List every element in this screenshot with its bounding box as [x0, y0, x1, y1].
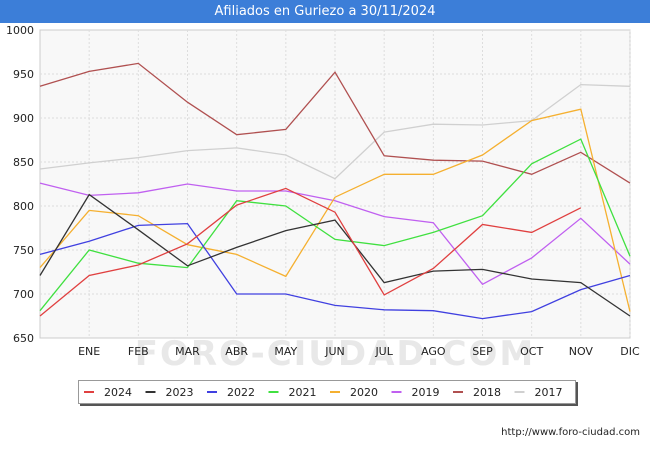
x-tick-label: ABR: [225, 345, 248, 358]
y-tick-label: 1000: [6, 24, 34, 37]
series-line-2023: [39, 193, 631, 317]
y-axis: 650 700 750 800 850 900 950 1000: [6, 24, 34, 345]
series-line-2024: [39, 187, 582, 317]
x-tick-label: MAY: [274, 345, 297, 358]
legend: [78, 380, 576, 404]
x-tick-label: DIC: [620, 345, 640, 358]
y-tick-label: 950: [13, 68, 34, 81]
y-tick-label: 700: [13, 288, 34, 301]
x-tick-label: OCT: [520, 345, 543, 358]
series-line-2019: [39, 182, 631, 286]
x-tick-label: NOV: [569, 345, 594, 358]
x-tick-label: JUN: [324, 345, 345, 358]
y-tick-label: 900: [13, 112, 34, 125]
y-tick-label: 650: [13, 332, 34, 345]
x-tick-label: FEB: [128, 345, 149, 358]
x-tick-label: AGO: [421, 345, 446, 358]
x-axis: ENE FEB MAR ABR MAY JUN JUL AGO SEP OCT NOV DIC: [78, 345, 640, 358]
x-tick-label: MAR: [175, 345, 200, 358]
y-tick-label: 750: [13, 244, 34, 257]
grid: [40, 30, 631, 338]
series-line-2018: [39, 62, 631, 184]
x-tick-label: JUL: [374, 345, 393, 358]
y-tick-label: 800: [13, 200, 34, 213]
x-tick-label: ENE: [78, 345, 100, 358]
series-line-2021: [39, 138, 631, 312]
x-tick-label: SEP: [472, 345, 493, 358]
footer-url[interactable]: http://www.foro-ciudad.com: [501, 427, 640, 438]
series-line-2020: [39, 108, 631, 312]
watermark: FORO-CIUDAD.COM: [135, 334, 536, 374]
series-lines: [39, 62, 631, 320]
y-tick-label: 850: [13, 156, 34, 169]
chart-title: Afiliados en Guriezo a 30/11/2024: [0, 0, 650, 23]
series-line-2022: [39, 222, 631, 320]
